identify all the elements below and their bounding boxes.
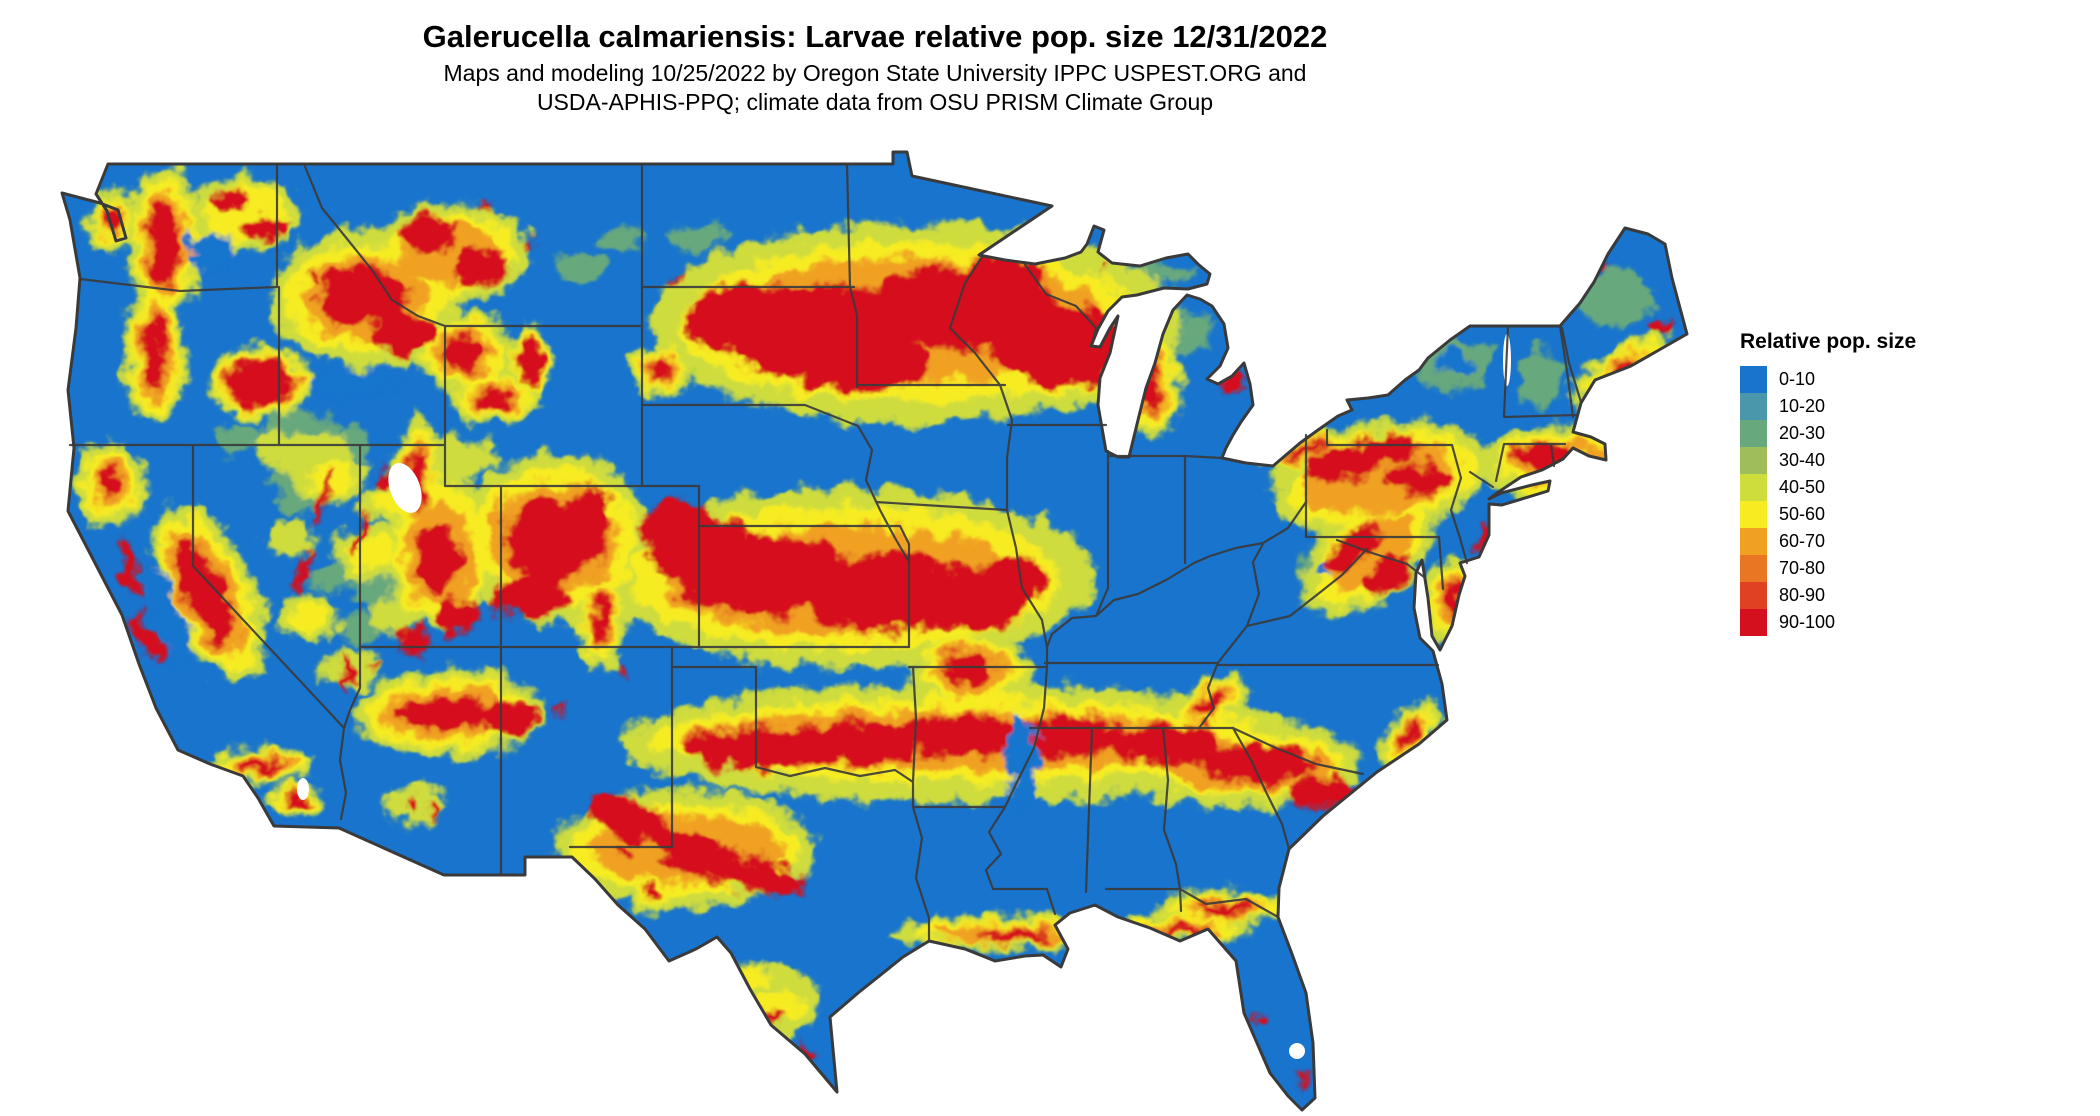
legend-label: 10-20 xyxy=(1779,396,1826,416)
us-map-svg xyxy=(60,150,1689,1112)
population-raster xyxy=(62,152,1687,1110)
legend-item: 50-60 xyxy=(1740,501,2070,528)
legend-swatch xyxy=(1740,393,1767,420)
state-borders xyxy=(68,162,1583,943)
legend-item: 20-30 xyxy=(1740,420,2070,447)
legend-label: 80-90 xyxy=(1779,585,1826,605)
legend-swatch xyxy=(1740,366,1767,393)
legend-swatch xyxy=(1740,501,1767,528)
legend-swatch xyxy=(1740,474,1767,501)
legend-item: 10-20 xyxy=(1740,393,2070,420)
subtitle-line-2: USDA-APHIS-PPQ; climate data from OSU PR… xyxy=(536,88,1214,115)
legend-label: 50-60 xyxy=(1779,504,1826,524)
legend-swatch xyxy=(1740,447,1767,474)
title-block: Galerucella calmariensis: Larvae relativ… xyxy=(0,18,1750,117)
legend-label: 60-70 xyxy=(1779,531,1826,551)
legend-item: 0-10 xyxy=(1740,366,2070,393)
legend-swatch xyxy=(1740,555,1767,582)
legend-label: 0-10 xyxy=(1779,369,1816,389)
legend-swatch xyxy=(1740,420,1767,447)
legend-items: 0-10 10-20 20-30 30-40 40-50 50-60 60-70 70-80 8… xyxy=(1740,366,2070,636)
page-title: Galerucella calmariensis: Larvae relativ… xyxy=(422,19,1328,54)
legend-swatch xyxy=(1740,609,1767,636)
legend-item: 80-90 xyxy=(1740,582,2070,609)
legend: Relative pop. size 0-10 10-20 20-30 30-40 40… xyxy=(1740,330,2070,636)
great-salt-lake xyxy=(388,463,422,513)
legend-label: 30-40 xyxy=(1779,450,1826,470)
legend-label: 40-50 xyxy=(1779,477,1826,497)
raster-blobs xyxy=(72,168,1671,1083)
legend-label: 20-30 xyxy=(1779,423,1826,443)
legend-item: 70-80 xyxy=(1740,555,2070,582)
lake-okeechobee xyxy=(1289,1043,1305,1059)
us-map xyxy=(60,148,1690,1114)
us-outline xyxy=(60,150,1689,1112)
legend-item: 30-40 xyxy=(1740,447,2070,474)
legend-swatch xyxy=(1740,582,1767,609)
legend-title: Relative pop. size xyxy=(1740,330,1917,353)
lakes xyxy=(297,334,1511,1059)
legend-swatch xyxy=(1740,528,1767,555)
subtitle-line-1: Maps and modeling 10/25/2022 by Oregon S… xyxy=(443,60,1307,87)
legend-item: 60-70 xyxy=(1740,528,2070,555)
legend-label: 90-100 xyxy=(1779,612,1836,632)
legend-item: 40-50 xyxy=(1740,474,2070,501)
salton-sea xyxy=(297,778,309,800)
legend-item: 90-100 xyxy=(1740,609,2070,636)
legend-label: 70-80 xyxy=(1779,558,1826,578)
